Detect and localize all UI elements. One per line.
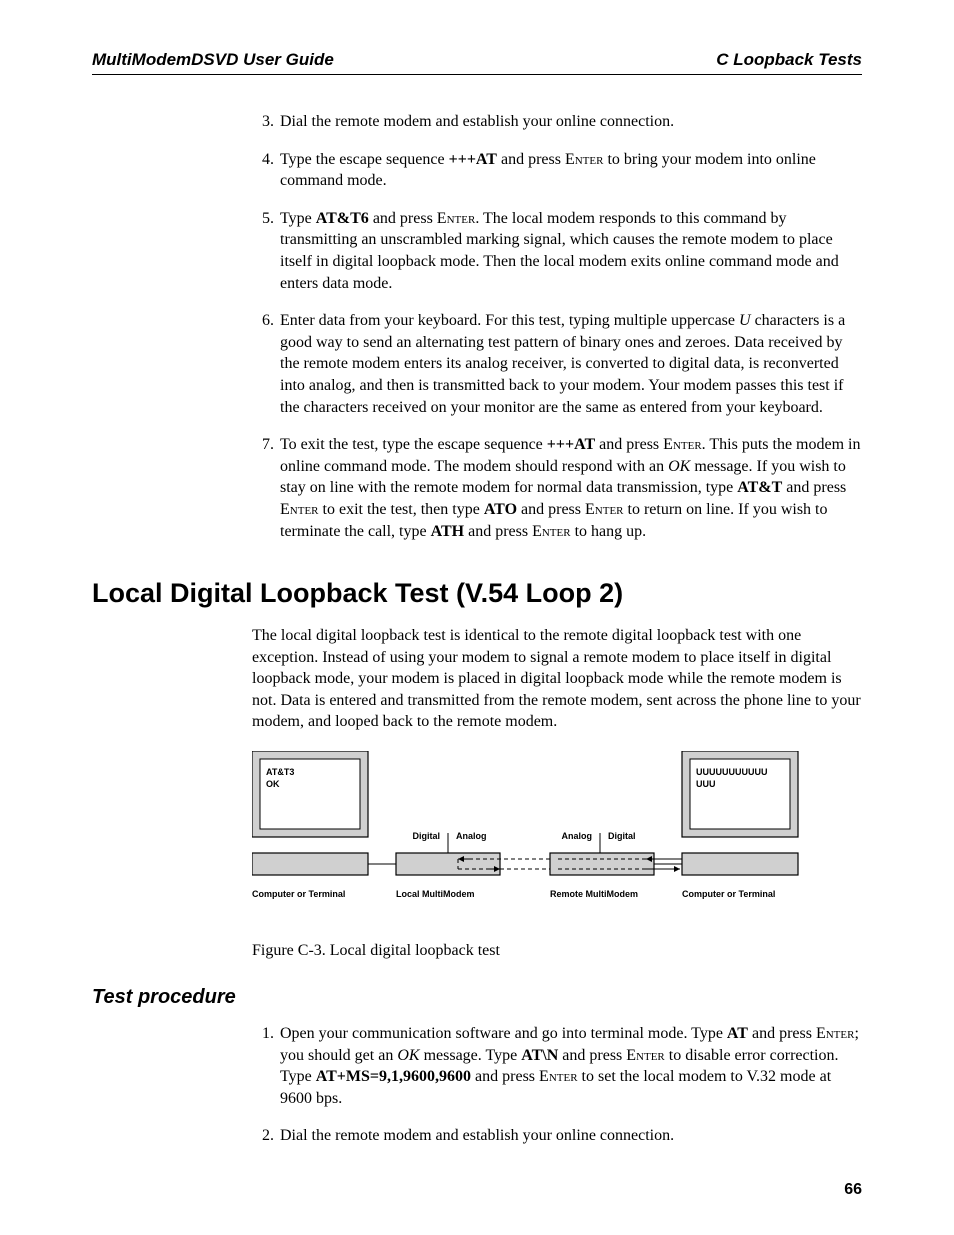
svg-text:Remote MultiModem: Remote MultiModem <box>550 889 638 899</box>
svg-text:Digital: Digital <box>412 831 440 841</box>
section-heading: Local Digital Loopback Test (V.54 Loop 2… <box>92 578 862 609</box>
step-number: 2. <box>252 1125 280 1147</box>
loopback-diagram: AT&T3OKUUUUUUUUUUUUUUDigitalAnalogAnalog… <box>252 751 836 921</box>
svg-text:UUUUUUUUUUU: UUUUUUUUUUU <box>696 767 768 777</box>
figure-caption: Figure C-3. Local digital loopback test <box>252 942 862 960</box>
header-right: C Loopback Tests <box>716 50 862 70</box>
step-item: 1.Open your communication software and g… <box>252 1023 862 1109</box>
figure-c3: AT&T3OKUUUUUUUUUUUUUUDigitalAnalogAnalog… <box>252 751 862 960</box>
step-item: 5.Type AT&T6 and press Enter. The local … <box>252 208 862 294</box>
step-number: 4. <box>252 149 280 192</box>
test-procedure-steps: 1.Open your communication software and g… <box>252 1023 862 1147</box>
svg-text:UUU: UUU <box>696 779 716 789</box>
step-number: 5. <box>252 208 280 294</box>
step-item: 6.Enter data from your keyboard. For thi… <box>252 310 862 418</box>
header-left: MultiModemDSVD User Guide <box>92 50 334 70</box>
step-body: Dial the remote modem and establish your… <box>280 1125 862 1147</box>
running-header: MultiModemDSVD User Guide C Loopback Tes… <box>92 50 862 75</box>
svg-text:Computer or Terminal: Computer or Terminal <box>252 889 345 899</box>
svg-text:Analog: Analog <box>562 831 593 841</box>
step-item: 4.Type the escape sequence +++AT and pre… <box>252 149 862 192</box>
step-body: Dial the remote modem and establish your… <box>280 111 862 133</box>
step-number: 6. <box>252 310 280 418</box>
step-number: 7. <box>252 434 280 542</box>
step-item: 2.Dial the remote modem and establish yo… <box>252 1125 862 1147</box>
page-number: 66 <box>844 1181 862 1199</box>
svg-text:AT&T3: AT&T3 <box>266 767 294 777</box>
svg-text:Local MultiModem: Local MultiModem <box>396 889 475 899</box>
step-body: Enter data from your keyboard. For this … <box>280 310 862 418</box>
step-body: To exit the test, type the escape sequen… <box>280 434 862 542</box>
step-body: Type AT&T6 and press Enter. The local mo… <box>280 208 862 294</box>
subheading-test-procedure: Test procedure <box>92 986 862 1009</box>
step-number: 3. <box>252 111 280 133</box>
section-intro: The local digital loopback test is ident… <box>252 625 862 733</box>
step-item: 3.Dial the remote modem and establish yo… <box>252 111 862 133</box>
step-body: Type the escape sequence +++AT and press… <box>280 149 862 192</box>
step-body: Open your communication software and go … <box>280 1023 862 1109</box>
svg-text:Digital: Digital <box>608 831 636 841</box>
svg-text:Computer or Terminal: Computer or Terminal <box>682 889 775 899</box>
svg-text:Analog: Analog <box>456 831 487 841</box>
step-number: 1. <box>252 1023 280 1109</box>
svg-text:OK: OK <box>266 779 280 789</box>
procedure-steps-continued: 3.Dial the remote modem and establish yo… <box>252 111 862 542</box>
step-item: 7.To exit the test, type the escape sequ… <box>252 434 862 542</box>
